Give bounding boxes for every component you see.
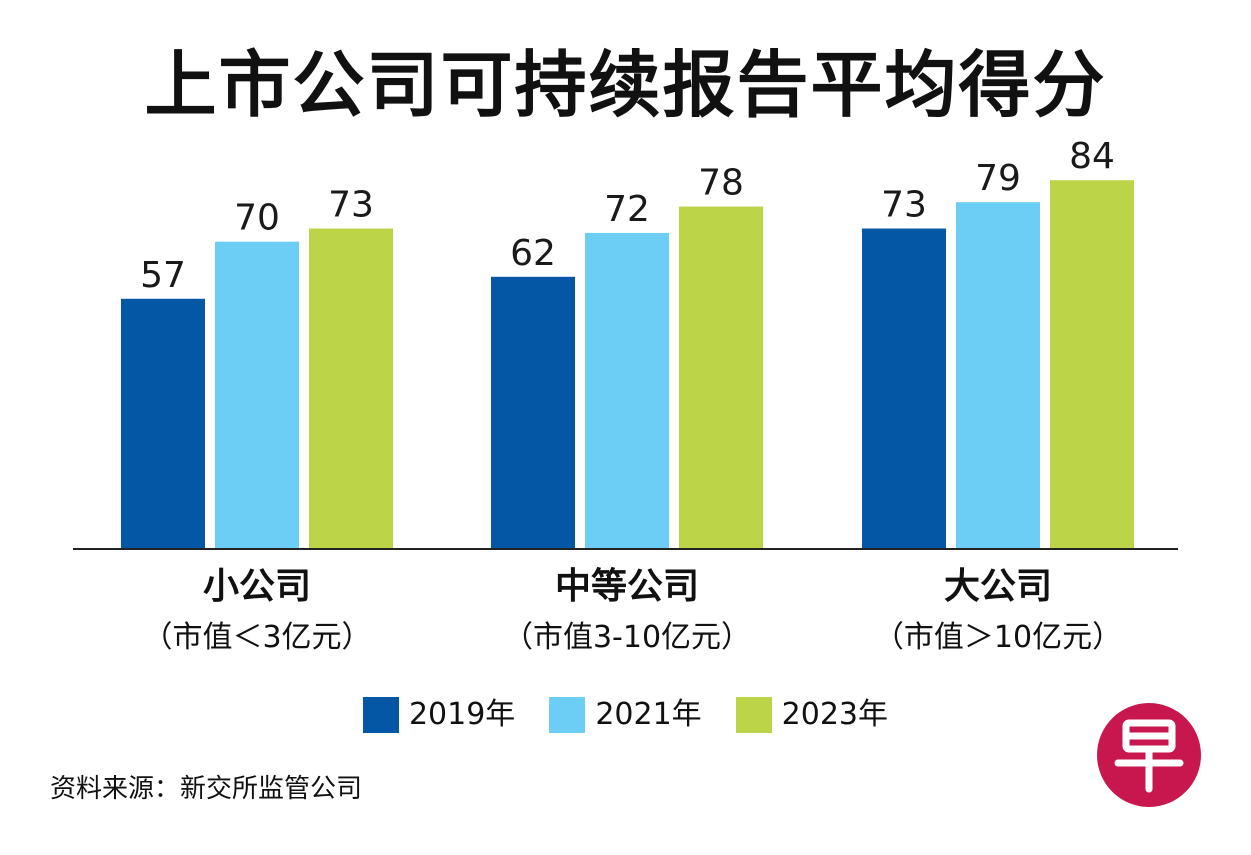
bar-large-2023 [1050,180,1134,550]
legend-label-2019: 2019年 [408,697,516,732]
bar-value-label-medium-2021: 72 [604,189,650,230]
bar-value-label-large-2019: 73 [881,185,927,226]
bar-small-2019 [121,298,205,549]
category-label-large: 大公司 [943,566,1052,607]
bar-medium-2023 [679,206,763,549]
bar-value-label-large-2023: 84 [1069,136,1115,177]
legend: 2019年 2021年 2023年 [0,697,1251,733]
bar-value-label-large-2021: 79 [975,158,1021,199]
legend-swatch-2019 [362,697,399,733]
zaobao-logo-icon [1097,703,1201,807]
bar-value-label-small-2021: 70 [234,198,280,239]
legend-item-2023: 2023年 [735,697,889,733]
logo-glyph-icon [1114,719,1184,793]
source-note: 资料来源：新交所监管公司 [50,774,363,804]
chart-title: 上市公司可持续报告平均得分 [144,43,1107,127]
bar-medium-2021 [585,232,669,550]
bar-chart: 57 70 73 62 72 78 73 79 84 [73,136,1178,550]
bar-value-label-medium-2023: 78 [698,163,744,204]
bar-large-2021 [956,202,1040,549]
category-label-medium: 中等公司 [554,566,699,607]
legend-label-2021: 2021年 [595,697,702,732]
bar-medium-2019 [491,276,575,549]
legend-item-2021: 2021年 [549,697,702,733]
bar-large-2019 [862,228,946,549]
bar-small-2023 [309,228,393,549]
bar-value-label-small-2023: 73 [328,185,374,226]
category-label-small: 小公司 [202,566,311,607]
legend-swatch-2023 [735,697,772,733]
bar-value-label-small-2019: 57 [140,255,186,296]
bar-small-2021 [215,241,299,549]
category-subtitle-large: （市值＞10亿元） [873,620,1123,655]
legend-item-2019: 2019年 [362,697,516,733]
bar-value-label-medium-2019: 62 [510,233,556,274]
category-subtitle-small: （市值＜3亿元） [142,620,372,655]
legend-label-2023: 2023年 [781,697,889,732]
category-subtitle-medium: （市值3-10亿元） [502,620,752,655]
legend-swatch-2021 [549,697,586,733]
